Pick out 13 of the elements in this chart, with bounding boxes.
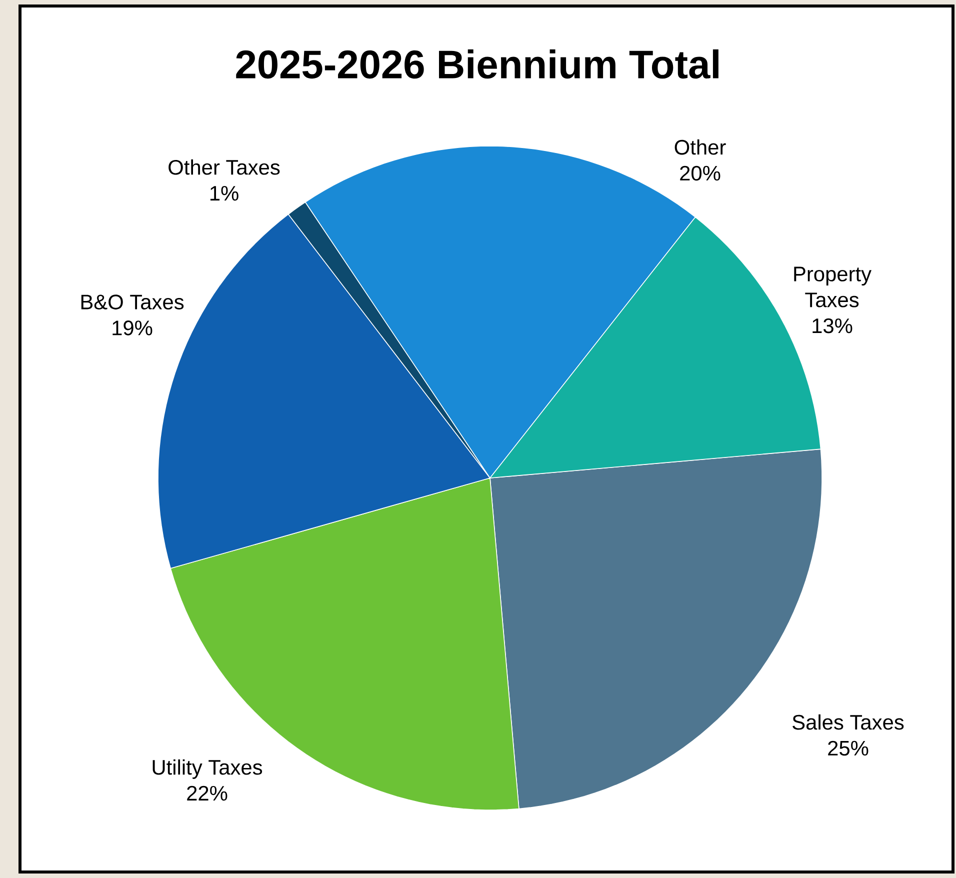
data-label: 22% [187,786,228,801]
slice-label: Other [674,139,726,155]
slice-label: Other Taxes [168,159,280,175]
chart-title: 2025-2026 Biennium Total [236,49,718,79]
slice-label: Utility Taxes [152,759,262,779]
slice-label: B&O Taxes [81,294,184,310]
data-label: 25% [828,740,868,756]
data-label: 19% [112,320,152,336]
data-label: 1% [210,186,238,201]
data-label: 13% [812,318,852,334]
slice-label: Property Taxes [794,266,872,308]
slice-label: Sales Taxes [792,714,904,730]
data-label: 20% [680,166,720,181]
